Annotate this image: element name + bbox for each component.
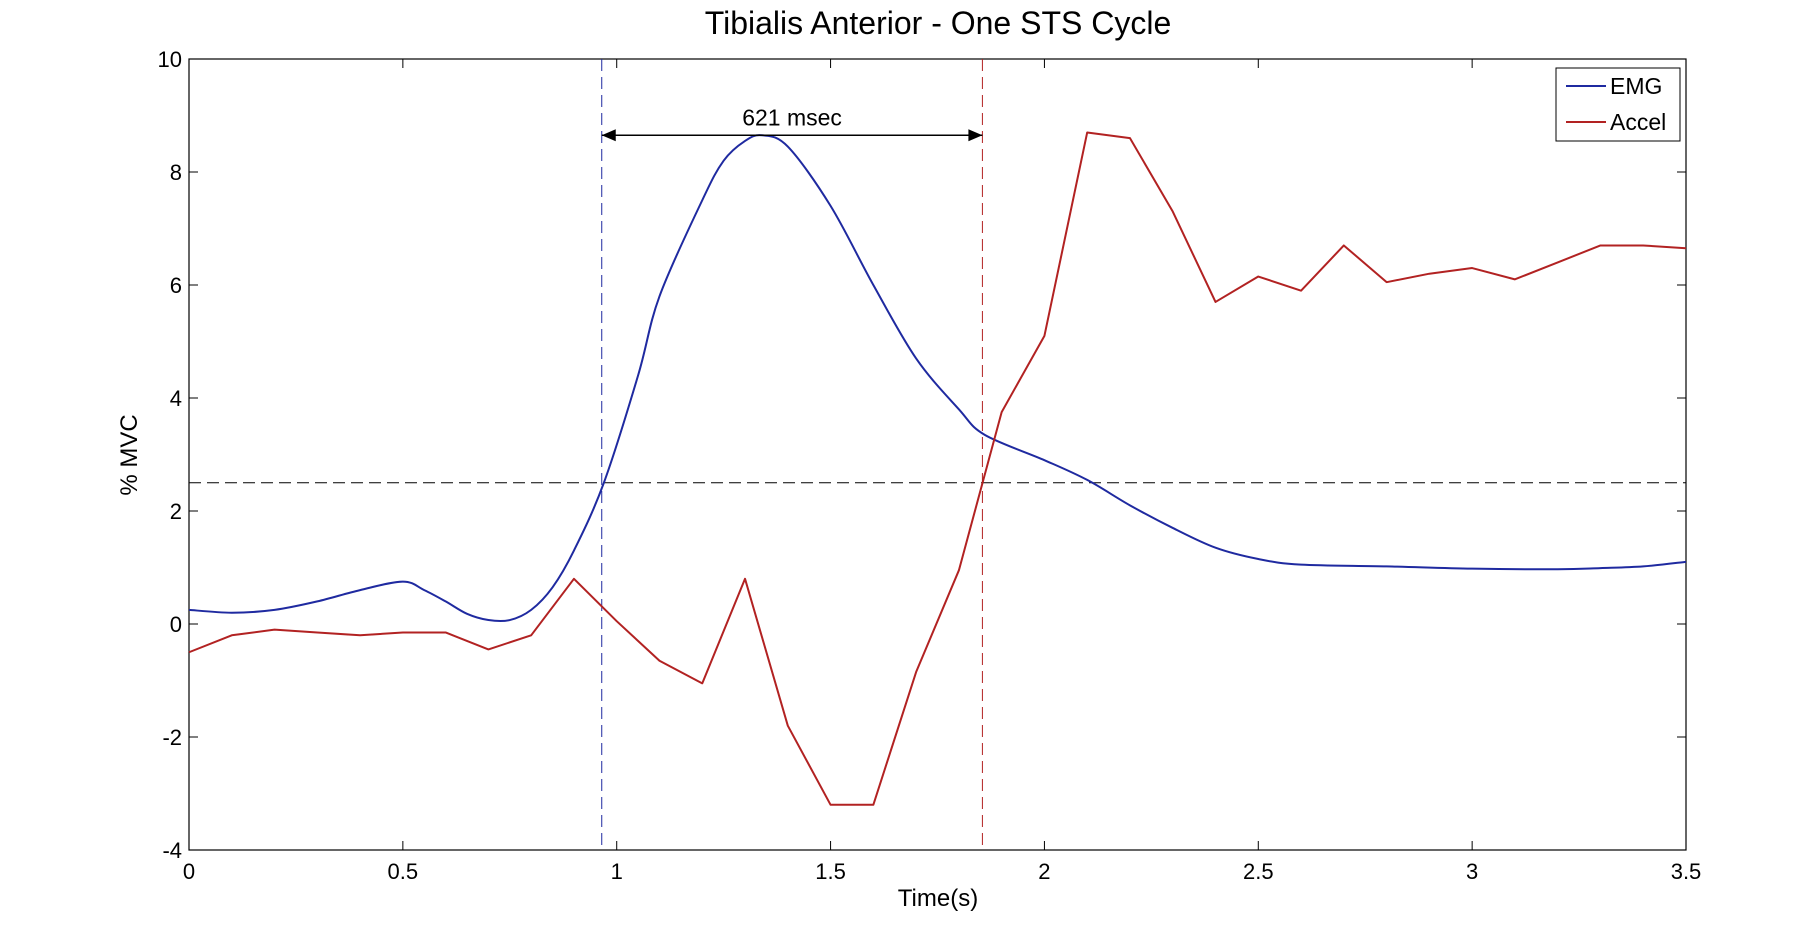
axis-ticks: 0 0.5 1 1.5 2 2.5 3 3.5 -4 -2 0 2 4 6 8 10 <box>158 47 1702 884</box>
y-tick-label: 0 <box>170 612 182 637</box>
x-tick-label: 2 <box>1038 859 1050 884</box>
x-axis-label: Time(s) <box>898 885 978 912</box>
y-tick-label: 4 <box>170 386 182 411</box>
x-tick-label: 1.5 <box>815 859 846 884</box>
x-tick-label: 3.5 <box>1671 859 1702 884</box>
reference-lines <box>189 59 1686 850</box>
arrowhead-left <box>601 129 616 142</box>
x-tick-label: 1 <box>611 859 623 884</box>
y-tick-label: 8 <box>170 160 182 185</box>
y-tick-label: -2 <box>162 725 182 750</box>
y-tick-label: 10 <box>158 47 182 72</box>
legend-label-emg: EMG <box>1610 73 1662 99</box>
plot-area: 0 0.5 1 1.5 2 2.5 3 3.5 -4 -2 0 2 4 6 8 10 621 msec <box>158 47 1702 884</box>
series-line-accel <box>188 131 1687 806</box>
y-axis-label: % MVC <box>116 414 143 495</box>
y-tick-label: 6 <box>170 273 182 298</box>
arrowhead-right <box>968 129 983 142</box>
x-tick-label: 3 <box>1466 859 1478 884</box>
duration-annotation: 621 msec <box>601 104 983 142</box>
chart-title: Tibialis Anterior - One STS Cycle <box>705 5 1172 41</box>
y-tick-label: 2 <box>170 499 182 524</box>
legend: EMG Accel <box>1555 67 1681 142</box>
x-tick-label: 0 <box>183 859 195 884</box>
plot-frame <box>188 58 1687 851</box>
x-tick-label: 2.5 <box>1243 859 1274 884</box>
legend-label-accel: Accel <box>1610 109 1666 135</box>
y-tick-label: -4 <box>162 838 182 863</box>
x-tick-label: 0.5 <box>388 859 419 884</box>
annotation-label: 621 msec <box>742 104 842 130</box>
legend-box <box>1555 67 1681 142</box>
